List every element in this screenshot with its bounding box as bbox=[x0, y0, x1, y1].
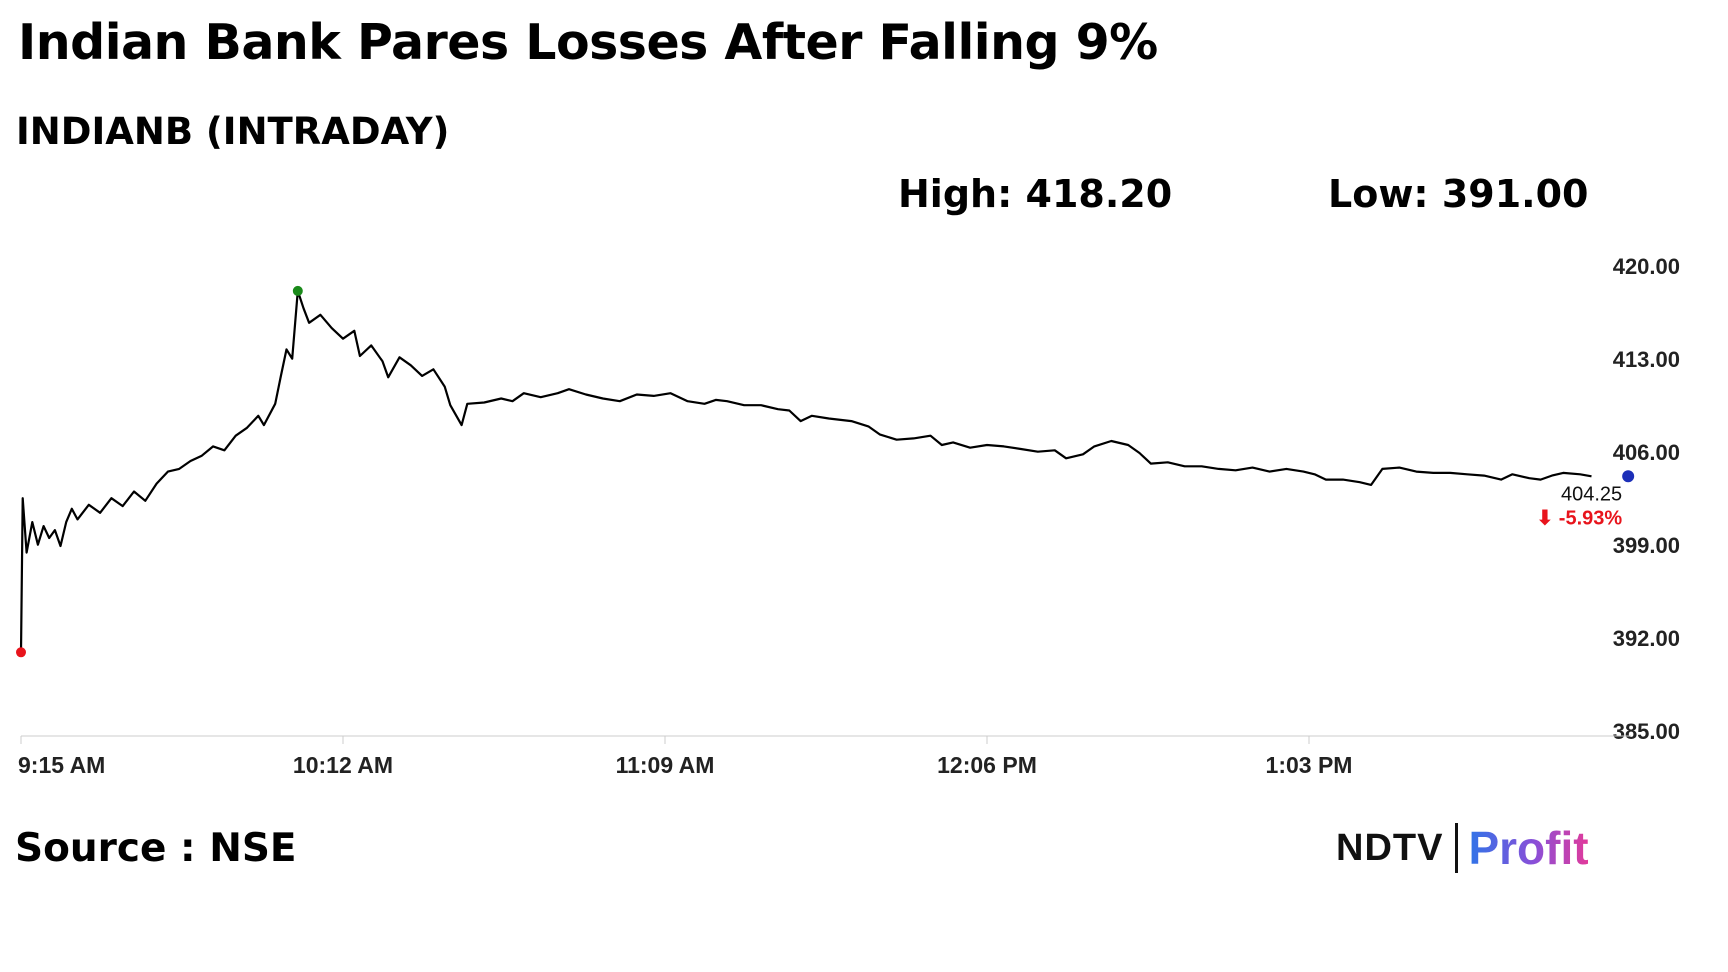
logo-divider bbox=[1455, 823, 1459, 873]
x-tick-label: 10:12 AM bbox=[293, 752, 393, 778]
x-axis-ticks: 9:15 AM 10:12 AM 11:09 AM 12:06 PM 1:03 PM bbox=[18, 736, 1352, 778]
x-tick-label: 9:15 AM bbox=[18, 752, 105, 778]
price-series-line bbox=[19, 289, 1592, 653]
y-tick-label: 413.00 bbox=[1613, 347, 1680, 372]
ndtv-profit-logo: NDTV Profit bbox=[1336, 822, 1589, 874]
y-tick-label: 392.00 bbox=[1613, 626, 1680, 651]
chart-title: Indian Bank Pares Losses After Falling 9… bbox=[18, 14, 1158, 71]
last-change-label: ⬇ -5.93% bbox=[1536, 507, 1622, 529]
y-tick-label: 399.00 bbox=[1613, 533, 1680, 558]
y-tick-label: 385.00 bbox=[1613, 719, 1680, 744]
logo-profit-text: Profit bbox=[1468, 822, 1589, 874]
y-tick-label: 420.00 bbox=[1613, 254, 1680, 279]
y-tick-label: 406.00 bbox=[1613, 440, 1680, 465]
low-point-marker bbox=[16, 647, 26, 658]
high-stat: High: 418.20 bbox=[898, 172, 1173, 216]
high-point-marker bbox=[292, 285, 303, 296]
chart-subtitle: INDIANB (INTRADAY) bbox=[16, 110, 450, 153]
source-note: Source : NSE bbox=[15, 826, 297, 871]
logo-ndtv-text: NDTV bbox=[1336, 826, 1444, 869]
x-tick-label: 1:03 PM bbox=[1266, 752, 1353, 778]
x-tick-label: 11:09 AM bbox=[616, 752, 715, 778]
x-tick-label: 12:06 PM bbox=[937, 752, 1037, 778]
last-price-marker bbox=[1622, 470, 1635, 483]
y-axis-ticks: 420.00 413.00 406.00 399.00 392.00 385.00 bbox=[1613, 254, 1680, 744]
low-stat: Low: 391.00 bbox=[1328, 172, 1589, 216]
last-price-label: 404.25 bbox=[1561, 483, 1622, 505]
